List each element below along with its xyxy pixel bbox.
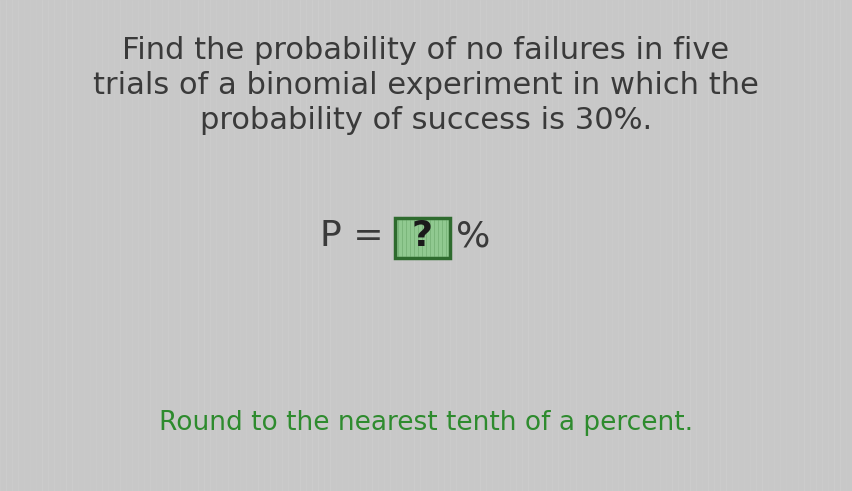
Text: P =: P = [320, 219, 394, 253]
Text: probability of success is 30%.: probability of success is 30%. [199, 106, 651, 135]
Text: trials of a binomial experiment in which the: trials of a binomial experiment in which… [93, 71, 758, 100]
FancyBboxPatch shape [394, 218, 450, 258]
Text: Find the probability of no failures in five: Find the probability of no failures in f… [123, 36, 728, 65]
Text: Round to the nearest tenth of a percent.: Round to the nearest tenth of a percent. [158, 410, 692, 436]
Text: %: % [456, 219, 490, 253]
Text: ?: ? [412, 219, 433, 253]
